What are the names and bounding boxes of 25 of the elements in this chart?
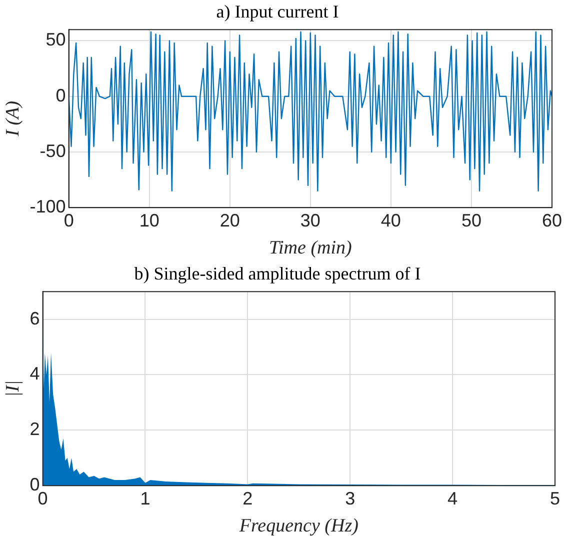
x-tick-label: 1	[140, 488, 150, 508]
x-tick-label: 50	[461, 210, 482, 230]
y-tick-label: 4	[30, 364, 40, 384]
x-tick-label: 40	[380, 210, 401, 230]
x-tick-label: 10	[139, 210, 160, 230]
chart-title: b) Single-sided amplitude spectrum of I	[134, 264, 421, 284]
x-tick-label: 30	[300, 210, 320, 230]
y-tick-label: 0	[30, 474, 40, 495]
y-tick-label: 0	[56, 85, 66, 106]
x-axis-title: Frequency (Hz)	[238, 516, 358, 537]
y-tick-label: 2	[30, 419, 40, 440]
y-axis-title: |I|	[2, 380, 24, 397]
x-axis-title: Time (min)	[268, 238, 352, 259]
x-tick-label: 4	[448, 488, 458, 508]
y-tick-label: -100	[30, 196, 66, 217]
x-tick-label: 60	[542, 210, 562, 230]
x-tick-label: 3	[345, 488, 356, 508]
x-tick-label: 20	[220, 210, 240, 230]
y-tick-label: 50	[46, 30, 66, 50]
y-axis-title: I (A)	[2, 100, 24, 138]
chart-title: a) Input current I	[216, 2, 339, 22]
y-tick-label: -50	[40, 140, 66, 161]
y-tick-label: 6	[30, 308, 40, 328]
x-tick-label: 5	[550, 488, 560, 508]
x-tick-label: 2	[242, 488, 253, 508]
